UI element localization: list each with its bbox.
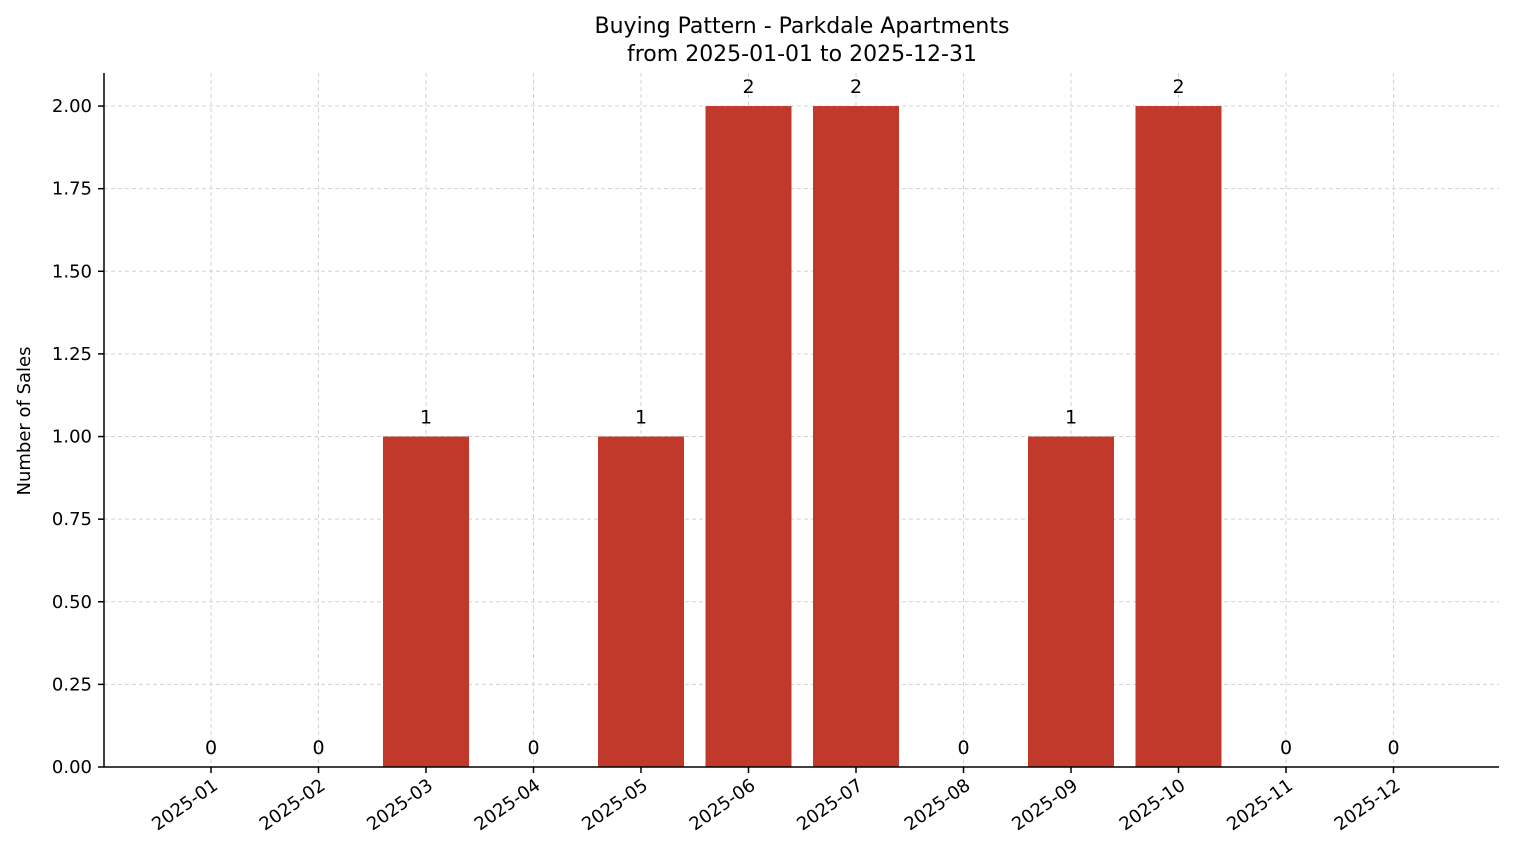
- bar-2025-09: [1028, 436, 1114, 767]
- y-tick-label: 0.25: [52, 674, 92, 695]
- bar-value-label: 2: [742, 76, 754, 98]
- x-tick-label: 2025-01: [148, 775, 222, 835]
- chart-title: Buying Pattern - Parkdale Apartments: [595, 14, 1010, 39]
- x-tick-label: 2025-06: [686, 775, 760, 835]
- x-tick-label: 2025-02: [256, 775, 330, 835]
- x-tick-label: 2025-03: [363, 775, 437, 835]
- y-tick-label: 1.75: [52, 179, 92, 200]
- x-tick-label: 2025-09: [1008, 775, 1082, 835]
- y-tick-label: 0.00: [52, 757, 92, 778]
- bar-value-label: 0: [957, 737, 969, 759]
- x-tick-label: 2025-08: [901, 775, 975, 835]
- x-tick-label: 2025-12: [1331, 775, 1405, 835]
- x-tick-label: 2025-05: [578, 775, 652, 835]
- y-tick-label: 1.25: [52, 344, 92, 365]
- bar-2025-06: [705, 106, 792, 768]
- y-tick-label: 0.75: [52, 509, 92, 530]
- bar-value-label: 1: [1065, 407, 1077, 429]
- bar-value-label: 2: [1172, 76, 1184, 98]
- x-tick-label: 2025-11: [1223, 775, 1297, 835]
- bar-2025-10: [1135, 106, 1222, 768]
- x-tick-label: 2025-04: [471, 775, 545, 835]
- bar-2025-03: [383, 436, 469, 767]
- bar-2025-05: [598, 436, 684, 767]
- y-tick-label: 2.00: [52, 96, 92, 117]
- bar-value-label: 2: [850, 76, 862, 98]
- bar-value-label: 1: [635, 407, 647, 429]
- bar-value-label: 0: [1280, 737, 1292, 759]
- bar-value-label: 0: [527, 737, 539, 759]
- bar-value-label: 0: [205, 737, 217, 759]
- bar-2025-07: [813, 106, 899, 768]
- y-tick-label: 0.50: [52, 592, 92, 613]
- bar-value-label: 1: [420, 407, 432, 429]
- y-axis-label: Number of Sales: [14, 346, 35, 495]
- bar-value-label: 0: [312, 737, 324, 759]
- bars-layer: [383, 106, 1222, 768]
- x-tick-label: 2025-10: [1116, 775, 1190, 835]
- grid-layer: [104, 73, 1499, 768]
- chart-subtitle: from 2025-01-01 to 2025-12-31: [627, 42, 977, 67]
- bar-value-label: 0: [1387, 737, 1399, 759]
- y-tick-label: 1.00: [52, 427, 92, 448]
- x-tick-label: 2025-07: [793, 775, 867, 835]
- y-tick-label: 1.50: [52, 261, 92, 282]
- axes-layer: [98, 73, 1499, 773]
